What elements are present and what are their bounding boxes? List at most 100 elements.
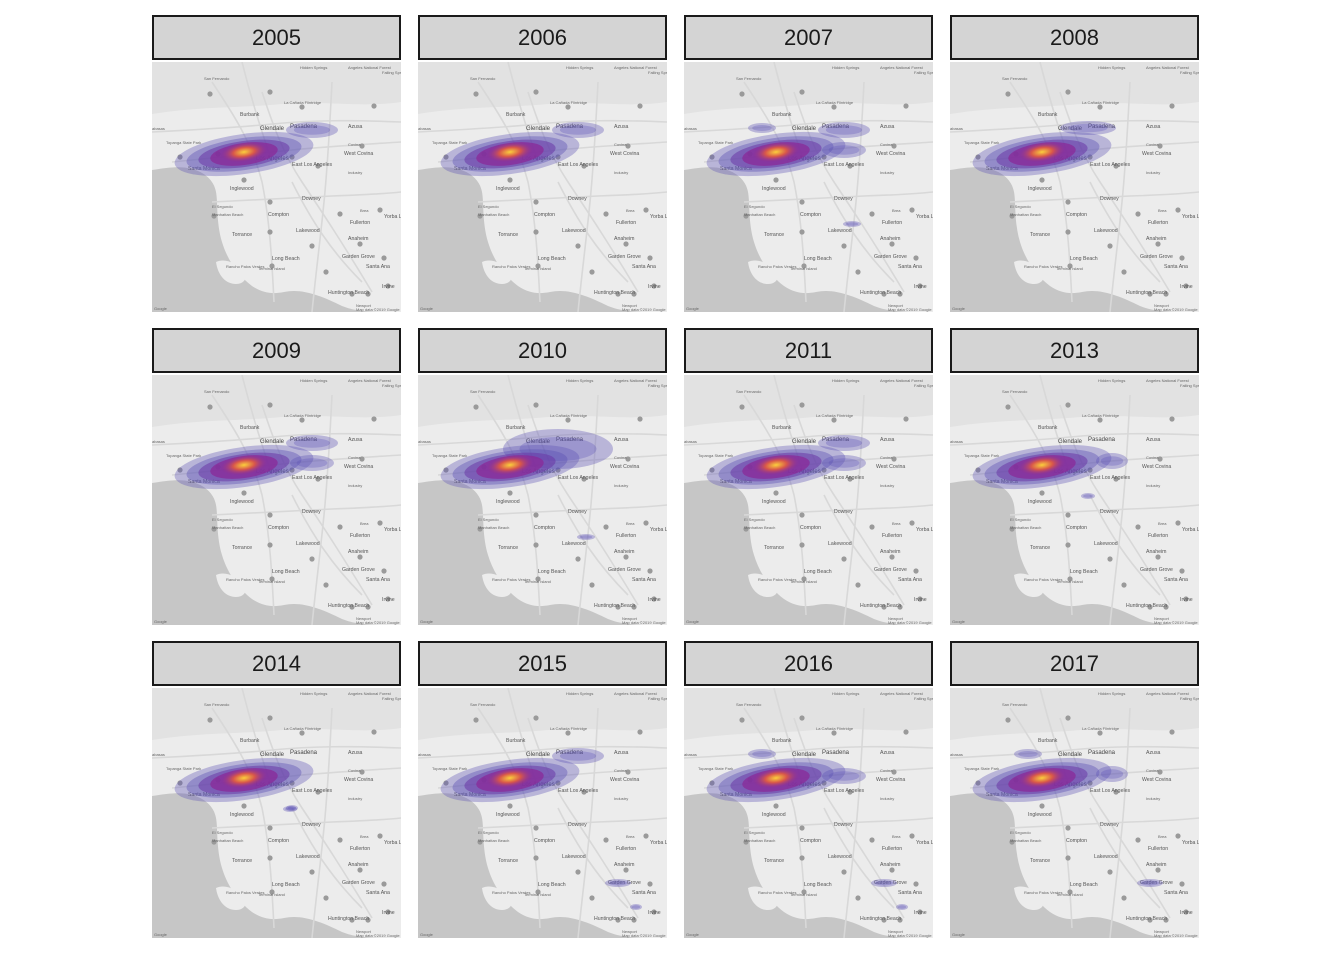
- density-blob-pasadena: [286, 122, 338, 138]
- label-el-segundo: El Segundo: [744, 830, 765, 835]
- label-torrance: Torrance: [498, 232, 518, 238]
- density-blob-inner: [897, 905, 907, 909]
- label-fullerton: Fullerton: [350, 533, 370, 539]
- label-garden-grove: Garden Grove: [1140, 254, 1173, 260]
- label-azusa: Azusa: [880, 437, 895, 443]
- highway-shield-icon: [575, 243, 581, 249]
- label-industry: Industry: [614, 483, 628, 488]
- label-la-canada: La Cañada Flintridge: [284, 726, 322, 731]
- freeway-line: [1109, 394, 1131, 625]
- highway-shield-icon: [1163, 917, 1169, 923]
- highway-shield-icon: [637, 729, 643, 735]
- highway-shield-icon: [847, 163, 853, 169]
- density-blob-inglewood: [283, 806, 297, 812]
- density-blob-pasadena: [818, 122, 870, 138]
- freeway-line: [684, 119, 933, 133]
- label-terminal-island: Terminal Island: [790, 892, 817, 897]
- highway-shield-icon: [565, 104, 571, 110]
- highway-shield-icon: [1163, 291, 1169, 297]
- highway-shield-icon: [913, 568, 919, 574]
- label-angeles-forest: Angeles National Forest: [348, 65, 392, 70]
- label-huntington-beach: Huntington Beach: [594, 603, 635, 609]
- label-inglewood: Inglewood: [1028, 186, 1052, 192]
- label-east-la: East Los Angeles: [558, 162, 598, 168]
- highway-shield-icon: [533, 512, 539, 518]
- highway-shield-icon: [739, 91, 745, 97]
- label-san-fernando: San Fernando: [1002, 389, 1028, 394]
- label-fullerton: Fullerton: [1148, 846, 1168, 852]
- label-angeles-forest: Angeles National Forest: [880, 378, 924, 383]
- highway-shield-icon: [323, 895, 329, 901]
- highway-shield-icon: [631, 917, 637, 923]
- label-yorba-linda: Yorba Li: [916, 214, 933, 220]
- label-santa-monica: Santa Monica: [720, 479, 752, 485]
- freeway-line: [823, 807, 895, 909]
- density-layer: [972, 121, 1116, 177]
- highway-shield-icon: [1065, 402, 1071, 408]
- label-glendale: Glendale: [1058, 126, 1083, 132]
- facet-panel-2017: 2017 San Fernando Hidden Springs Angeles Na…: [950, 641, 1199, 938]
- label-glendale: Glendale: [526, 752, 551, 758]
- label-falling-springs: Falling Sprin: [1180, 696, 1199, 701]
- label-attribution: Map data ©2019 Google: [888, 933, 932, 938]
- freeway-line: [557, 494, 629, 596]
- density-blob-inner: [296, 458, 328, 468]
- facet-strip-label: 2009: [152, 328, 401, 373]
- label-hidden-springs: Hidden Springs: [832, 691, 859, 696]
- label-glendale: Glendale: [1058, 752, 1083, 758]
- freeway-line: [793, 404, 905, 606]
- label-falling-springs: Falling Sprin: [914, 70, 933, 75]
- label-brea: Brea: [360, 208, 369, 213]
- label-fullerton: Fullerton: [1148, 533, 1168, 539]
- label-topanga: Topanga State Park: [698, 453, 733, 458]
- label-covina: Covina: [1146, 768, 1159, 773]
- highway-shield-icon: [623, 241, 629, 247]
- label-compton: Compton: [1066, 525, 1087, 531]
- freeway-line: [211, 191, 401, 203]
- freeway-line: [577, 81, 599, 312]
- highway-shield-icon: [533, 542, 539, 548]
- label-manhattan-beach: Manhattan Beach: [478, 212, 509, 217]
- highway-shield-icon: [289, 467, 295, 473]
- label-west-covina: West Covina: [1142, 151, 1171, 157]
- label-el-segundo: El Segundo: [478, 517, 499, 522]
- label-west-covina: West Covina: [1142, 464, 1171, 470]
- highway-shield-icon: [357, 867, 363, 873]
- label-torrance: Torrance: [764, 232, 784, 238]
- highway-shield-icon: [371, 729, 377, 735]
- highway-shield-icon: [299, 417, 305, 423]
- label-torrance: Torrance: [232, 232, 252, 238]
- label-covina: Covina: [614, 455, 627, 460]
- highway-shield-icon: [1183, 596, 1189, 602]
- label-lakewood: Lakewood: [562, 228, 586, 234]
- label-angeles-forest: Angeles National Forest: [880, 691, 924, 696]
- label-hidden-springs: Hidden Springs: [832, 65, 859, 70]
- highway-shield-icon: [897, 291, 903, 297]
- highway-shield-icon: [349, 917, 355, 923]
- label-el-segundo: El Segundo: [478, 830, 499, 835]
- label-palos-verdes: Rancho Palos Verdes: [758, 890, 796, 895]
- label-long-beach: Long Beach: [272, 882, 300, 888]
- label-santa-monica: Santa Monica: [454, 479, 486, 485]
- label-garden-grove: Garden Grove: [874, 880, 907, 886]
- facet-strip-label: 2008: [950, 15, 1199, 60]
- label-palos-verdes: Rancho Palos Verdes: [226, 890, 264, 895]
- label-san-fernando: San Fernando: [736, 389, 762, 394]
- freeway-line: [1109, 707, 1131, 938]
- ocean-area: [684, 793, 933, 938]
- highway-shield-icon: [909, 520, 915, 526]
- highway-shield-icon: [903, 103, 909, 109]
- highway-shield-icon: [975, 780, 981, 786]
- density-blob-inner: [287, 806, 297, 810]
- mountain-shading: [950, 375, 1199, 427]
- label-inglewood: Inglewood: [230, 499, 254, 505]
- peninsula: [748, 886, 778, 910]
- facet-strip-label: 2011: [684, 328, 933, 373]
- highway-shield-icon: [473, 717, 479, 723]
- label-compton: Compton: [268, 212, 289, 218]
- highway-shield-icon: [581, 163, 587, 169]
- label-santa-monica: Santa Monica: [986, 479, 1018, 485]
- highway-shield-icon: [1097, 417, 1103, 423]
- label-compton: Compton: [534, 212, 555, 218]
- map-panel: San Fernando Hidden Springs Angeles Nation…: [684, 62, 933, 312]
